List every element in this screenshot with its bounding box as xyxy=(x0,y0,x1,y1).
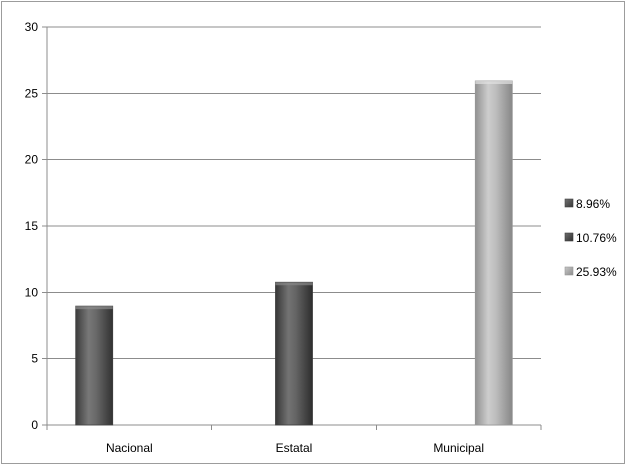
legend-swatch xyxy=(564,232,574,242)
tick-labels: 0 5 10 15 20 25 30 Nacional Estatal Municipal xyxy=(25,20,484,455)
legend-swatch xyxy=(564,266,574,276)
bar-top-highlight xyxy=(475,80,513,84)
y-tick-label: 20 xyxy=(25,153,39,167)
x-tick-label: Municipal xyxy=(433,441,484,455)
legend: 8.96% 10.76% 25.93% xyxy=(564,197,617,279)
legend-item: 10.76% xyxy=(564,231,617,245)
gridlines xyxy=(47,26,541,360)
y-tick-label: 10 xyxy=(25,285,39,299)
bars xyxy=(75,80,513,426)
y-tick-label: 0 xyxy=(31,418,38,432)
bar xyxy=(474,80,513,426)
x-tick-label: Nacional xyxy=(106,441,153,455)
legend-item: 8.96% xyxy=(564,197,610,211)
y-tick-label: 15 xyxy=(25,219,39,233)
bar-top-highlight xyxy=(275,282,313,286)
bar xyxy=(75,305,114,426)
bar xyxy=(275,281,313,426)
x-tick-label: Estatal xyxy=(276,441,313,455)
legend-label: 25.93% xyxy=(576,265,617,279)
y-tick-label: 5 xyxy=(31,352,38,366)
bar-top-highlight xyxy=(75,306,113,310)
bar-body xyxy=(474,80,513,426)
bar-body xyxy=(75,305,114,426)
legend-swatch xyxy=(564,198,574,208)
y-tick-label: 30 xyxy=(25,20,39,34)
bar-body xyxy=(275,281,313,426)
legend-item: 25.93% xyxy=(564,265,617,279)
legend-label: 10.76% xyxy=(576,231,617,245)
legend-label: 8.96% xyxy=(576,197,610,211)
y-tick-label: 25 xyxy=(25,86,39,100)
